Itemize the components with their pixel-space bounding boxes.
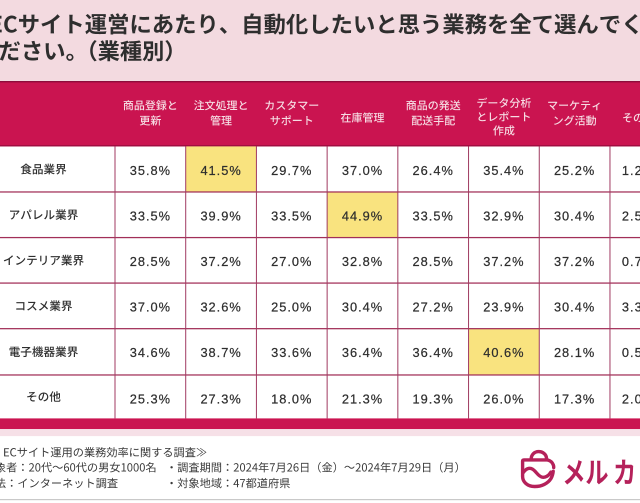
svg-text:27.3%: 27.3% [200,391,241,406]
svg-text:32.6%: 32.6% [200,299,241,314]
svg-text:37.2%: 37.2% [483,254,524,269]
svg-text:37.2%: 37.2% [554,254,595,269]
svg-text:33.5%: 33.5% [271,208,312,223]
svg-text:18.0%: 18.0% [271,391,312,406]
svg-text:32.9%: 32.9% [483,208,524,223]
svg-text:26.0%: 26.0% [483,391,524,406]
svg-text:35.4%: 35.4% [483,163,524,178]
svg-text:2.0%: 2.0% [622,391,640,406]
svg-text:29.7%: 29.7% [271,163,312,178]
svg-text:17.3%: 17.3% [554,391,595,406]
svg-text:25.2%: 25.2% [554,163,595,178]
svg-text:30.4%: 30.4% [554,208,595,223]
svg-text:25.0%: 25.0% [271,299,312,314]
svg-text:3.3%: 3.3% [622,299,640,314]
svg-text:36.4%: 36.4% [413,345,454,360]
svg-text:0.7%: 0.7% [622,254,640,269]
svg-text:36.4%: 36.4% [342,345,383,360]
svg-text:0.5%: 0.5% [622,345,640,360]
svg-text:40.6%: 40.6% [483,345,524,360]
svg-text:37.0%: 37.0% [342,163,383,178]
svg-text:37.0%: 37.0% [130,299,171,314]
svg-text:41.5%: 41.5% [200,163,241,178]
svg-text:35.8%: 35.8% [130,163,171,178]
svg-text:27.0%: 27.0% [271,254,312,269]
svg-text:38.7%: 38.7% [200,345,241,360]
svg-text:33.5%: 33.5% [413,208,454,223]
svg-text:28.5%: 28.5% [413,254,454,269]
svg-text:27.2%: 27.2% [413,299,454,314]
svg-text:30.4%: 30.4% [554,299,595,314]
svg-text:30.4%: 30.4% [342,299,383,314]
svg-text:23.9%: 23.9% [483,299,524,314]
svg-text:28.1%: 28.1% [554,345,595,360]
svg-text:1.2%: 1.2% [622,163,640,178]
svg-text:34.6%: 34.6% [130,345,171,360]
svg-text:26.4%: 26.4% [413,163,454,178]
svg-text:39.9%: 39.9% [200,208,241,223]
svg-text:21.3%: 21.3% [342,391,383,406]
svg-text:32.8%: 32.8% [342,254,383,269]
svg-text:19.3%: 19.3% [413,391,454,406]
svg-text:33.6%: 33.6% [271,345,312,360]
svg-text:33.5%: 33.5% [130,208,171,223]
svg-text:37.2%: 37.2% [200,254,241,269]
svg-text:28.5%: 28.5% [130,254,171,269]
svg-text:44.9%: 44.9% [342,208,383,223]
svg-text:25.3%: 25.3% [130,391,171,406]
svg-text:2.5%: 2.5% [622,208,640,223]
